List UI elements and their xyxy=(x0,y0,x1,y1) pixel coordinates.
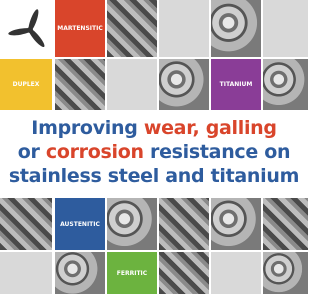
photo-tile xyxy=(55,252,105,294)
headline-highlight: corrosion xyxy=(46,141,144,163)
headline-line: stainless steel and titanium xyxy=(0,164,308,188)
photo-tile xyxy=(263,59,308,110)
headline-highlight: wear, galling xyxy=(144,117,277,139)
headline-text: resistance on xyxy=(144,141,291,163)
headline-text: stainless steel and titanium xyxy=(9,165,299,187)
titanium-tile: TITANIUM xyxy=(211,59,261,110)
headline: Improving wear, galling or corrosion res… xyxy=(0,116,308,188)
plain-tile xyxy=(107,59,157,110)
tile-label: DUPLEX xyxy=(13,81,40,88)
icon-tile xyxy=(0,0,52,57)
photo-tile xyxy=(263,252,308,294)
photo-tile xyxy=(107,0,157,57)
photo-tile xyxy=(263,198,308,250)
photo-tile xyxy=(159,198,209,250)
tile-label: FERRITIC xyxy=(117,270,147,277)
tile-label: TITANIUM xyxy=(220,81,253,88)
plain-tile xyxy=(211,252,261,294)
plain-tile xyxy=(0,252,52,294)
headline-text: or xyxy=(18,141,46,163)
headline-line: or corrosion resistance on xyxy=(0,140,308,164)
photo-tile xyxy=(211,198,261,250)
martensitic-tile: MARTENSITIC xyxy=(55,0,105,57)
plain-tile xyxy=(159,0,209,57)
photo-tile xyxy=(107,198,157,250)
ferritic-tile: FERRITIC xyxy=(107,252,157,294)
photo-tile xyxy=(0,198,52,250)
duplex-tile: DUPLEX xyxy=(0,59,52,110)
propeller-icon xyxy=(0,0,52,57)
photo-tile xyxy=(159,59,209,110)
photo-tile xyxy=(211,0,261,57)
photo-tile xyxy=(159,252,209,294)
tile-label: AUSTENITIC xyxy=(60,221,100,228)
plain-tile xyxy=(263,0,308,57)
tile-label: MARTENSITIC xyxy=(57,25,102,32)
headline-text: Improving xyxy=(31,117,144,139)
austenitic-tile: AUSTENITIC xyxy=(55,198,105,250)
photo-tile xyxy=(55,59,105,110)
headline-line: Improving wear, galling xyxy=(0,116,308,140)
promo-graphic: MARTENSITIC DUPLEX TITANIUM Improving we… xyxy=(0,0,308,294)
